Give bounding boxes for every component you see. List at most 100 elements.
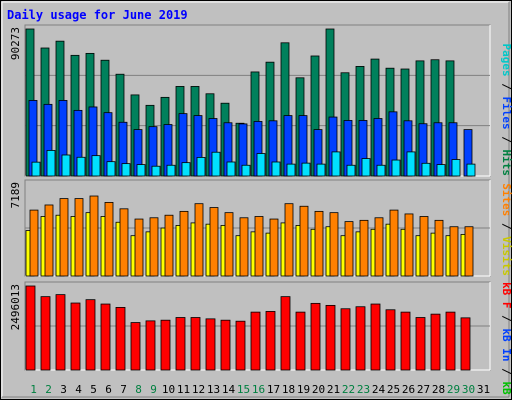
day-label-17: 17 — [267, 383, 280, 396]
bar-pages-day-7 — [121, 163, 131, 177]
legend-kbytes-part-2: kB In — [500, 328, 512, 361]
day-label-27: 27 — [417, 383, 430, 396]
legend-kbytes-part-0: kB F — [500, 282, 512, 309]
day-label-11: 11 — [177, 383, 190, 396]
bar-pages-day-20 — [316, 163, 326, 177]
day-label-31: 31 — [477, 383, 490, 396]
bar-kbytes-day-19 — [295, 311, 306, 371]
bar-pages-day-29 — [451, 159, 461, 177]
bar-sites-day-12 — [194, 203, 204, 277]
bar-pages-day-17 — [271, 161, 281, 177]
bar-kbytes-day-14 — [220, 319, 231, 371]
legend-hits-files-pages-part-1: / — [500, 77, 512, 97]
bar-sites-day-22 — [344, 221, 354, 277]
day-label-6: 6 — [105, 383, 112, 396]
bar-pages-day-15 — [241, 164, 251, 177]
day-label-1: 1 — [30, 383, 37, 396]
bar-sites-day-2 — [44, 204, 54, 277]
bar-kbytes-day-22 — [340, 308, 351, 371]
bar-sites-day-19 — [299, 205, 309, 277]
bar-kbytes-day-7 — [115, 307, 126, 371]
bar-pages-day-22 — [346, 164, 356, 177]
day-label-19: 19 — [297, 383, 310, 396]
bar-pages-day-6 — [106, 161, 116, 177]
bar-kbytes-day-16 — [250, 311, 261, 371]
bar-pages-day-14 — [226, 161, 236, 177]
panel-kbytes-ymax-label: 2496013 — [9, 284, 22, 330]
bar-pages-day-5 — [91, 155, 101, 177]
day-label-8: 8 — [135, 383, 142, 396]
legend-kbytes-part-3: / — [500, 362, 512, 382]
legend-hits-files-pages-part-3: / — [500, 130, 512, 150]
chart-title: Daily usage for June 2019 — [7, 8, 188, 22]
bar-kbytes-day-10 — [160, 319, 171, 371]
day-label-20: 20 — [312, 383, 325, 396]
bar-sites-day-13 — [209, 207, 219, 277]
bar-sites-day-1 — [29, 209, 39, 277]
bar-kbytes-day-18 — [280, 296, 291, 371]
bar-kbytes-day-8 — [130, 322, 141, 371]
bar-kbytes-day-20 — [310, 302, 321, 371]
bar-sites-day-8 — [134, 218, 144, 277]
bar-pages-day-26 — [406, 151, 416, 177]
bar-sites-day-24 — [374, 217, 384, 277]
bar-pages-day-25 — [391, 159, 401, 177]
bar-kbytes-day-26 — [400, 311, 411, 371]
legend-visits-sites: Sites / Visits — [500, 183, 512, 276]
day-label-24: 24 — [372, 383, 386, 396]
bar-sites-day-26 — [404, 213, 414, 277]
legend-visits-sites-part-0: Sites — [500, 183, 512, 216]
bar-pages-day-21 — [331, 151, 341, 177]
bar-sites-day-14 — [224, 212, 234, 277]
bar-pages-day-8 — [136, 164, 146, 177]
bar-sites-day-25 — [389, 209, 399, 277]
bar-sites-day-27 — [419, 216, 429, 277]
bar-kbytes-day-5 — [85, 299, 96, 371]
legend-kbytes-part-4: kB Out — [500, 381, 512, 400]
bar-pages-day-1 — [31, 161, 41, 177]
legend-visits-sites-part-1: / — [500, 216, 512, 236]
bar-kbytes-day-6 — [100, 303, 111, 371]
bar-pages-day-13 — [211, 151, 221, 177]
day-label-5: 5 — [90, 383, 97, 396]
bar-kbytes-day-30 — [460, 317, 471, 371]
bar-kbytes-day-9 — [145, 320, 156, 371]
day-label-10: 10 — [162, 383, 175, 396]
day-label-15: 15 — [237, 383, 250, 396]
day-label-26: 26 — [402, 383, 415, 396]
legend-visits-sites-part-2: Visits — [500, 236, 512, 276]
bar-sites-day-18 — [284, 203, 294, 277]
bar-pages-day-28 — [436, 164, 446, 177]
bar-sites-day-16 — [254, 216, 264, 277]
day-label-25: 25 — [387, 383, 400, 396]
legend-hits-files-pages: Pages / Files / Hits — [500, 44, 512, 177]
bar-kbytes-day-24 — [370, 303, 381, 371]
day-label-16: 16 — [252, 383, 265, 396]
bar-sites-day-23 — [359, 219, 369, 277]
bar-pages-day-10 — [166, 164, 176, 177]
bar-pages-day-27 — [421, 162, 431, 177]
bar-pages-day-16 — [256, 153, 266, 177]
bar-sites-day-7 — [119, 208, 129, 277]
day-label-4: 4 — [75, 383, 82, 396]
bar-pages-day-3 — [61, 154, 71, 177]
bar-pages-day-30 — [466, 163, 476, 177]
bar-pages-day-2 — [46, 150, 56, 177]
bar-sites-day-11 — [179, 210, 189, 277]
bar-pages-day-12 — [196, 157, 206, 177]
bar-sites-day-28 — [434, 219, 444, 277]
bar-kbytes-day-27 — [415, 317, 426, 371]
bar-sites-day-20 — [314, 210, 324, 277]
bar-kbytes-day-29 — [445, 311, 456, 371]
bar-kbytes-day-15 — [235, 320, 246, 371]
bar-sites-day-6 — [104, 202, 114, 277]
bar-sites-day-10 — [164, 214, 174, 277]
legend-kbytes: kB F / kB In / kB Out — [500, 282, 512, 400]
bar-kbytes-day-13 — [205, 318, 216, 371]
day-label-22: 22 — [342, 383, 355, 396]
day-label-12: 12 — [192, 383, 205, 396]
bar-kbytes-day-21 — [325, 304, 336, 371]
bar-kbytes-day-23 — [355, 306, 366, 371]
